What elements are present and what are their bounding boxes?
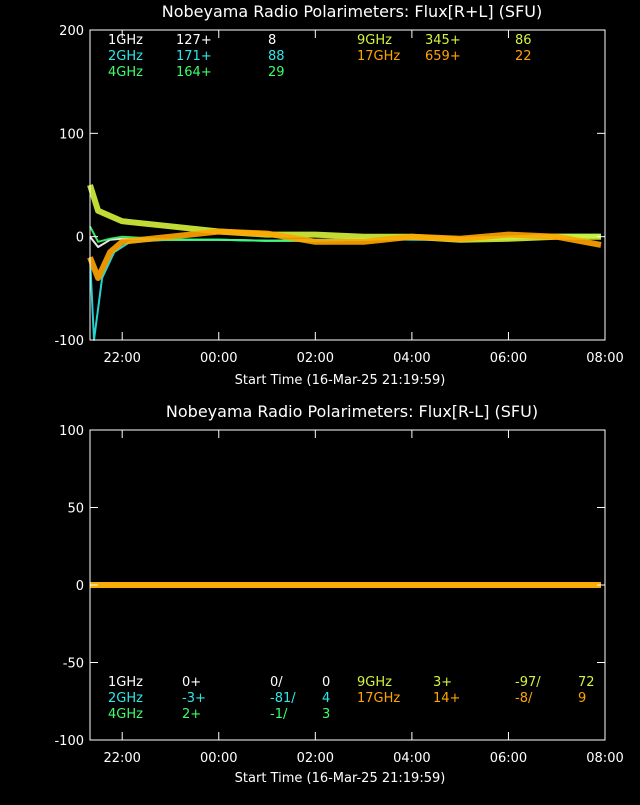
- x-tick-label: 00:00: [200, 751, 237, 766]
- legend-freq: 1GHz: [108, 675, 143, 690]
- chart-title: Nobeyama Radio Polarimeters: Flux[R+L] (…: [162, 2, 542, 21]
- panel-flux-rpl: Nobeyama Radio Polarimeters: Flux[R+L] (…: [54, 2, 623, 388]
- y-tick-label: 50: [67, 502, 84, 517]
- x-tick-label: 22:00: [103, 351, 140, 366]
- legend-base: 0+: [182, 675, 201, 690]
- legend-base: 659+: [425, 49, 461, 64]
- legend-base: 164+: [176, 65, 212, 80]
- legend-value2: 3: [322, 707, 330, 722]
- legend-freq: 17GHz: [357, 691, 400, 706]
- legend-value: -8/: [515, 691, 533, 706]
- x-axis-label: Start Time (16-Mar-25 21:19:59): [235, 771, 446, 786]
- y-tick-label: 0: [76, 231, 84, 246]
- legend-base: 2+: [182, 707, 201, 722]
- y-tick-label: 200: [59, 24, 84, 39]
- legend-base: 171+: [176, 49, 212, 64]
- legend-freq: 4GHz: [108, 707, 143, 722]
- legend-freq: 4GHz: [108, 65, 143, 80]
- legend-base: 345+: [425, 33, 461, 48]
- series-line-2ghz: [89, 233, 601, 341]
- x-axis-label: Start Time (16-Mar-25 21:19:59): [235, 373, 446, 388]
- legend-value: 0/: [270, 675, 283, 690]
- x-tick-label: 04:00: [393, 351, 430, 366]
- y-tick-label: 100: [59, 424, 84, 439]
- series-line-9ghz: [87, 184, 601, 243]
- legend-freq: 2GHz: [108, 691, 143, 706]
- legend-value: -1/: [270, 707, 288, 722]
- y-tick-label: -50: [63, 657, 84, 672]
- legend-freq: 1GHz: [108, 33, 143, 48]
- chart-title: Nobeyama Radio Polarimeters: Flux[R-L] (…: [166, 402, 538, 421]
- legend-freq: 9GHz: [357, 675, 392, 690]
- panel-flux-rml: Nobeyama Radio Polarimeters: Flux[R-L] (…: [54, 402, 623, 786]
- plot-frame: [89, 29, 606, 341]
- x-tick-label: 08:00: [586, 751, 623, 766]
- legend-freq: 17GHz: [357, 49, 400, 64]
- legend-base: 14+: [433, 691, 460, 706]
- x-tick-label: 22:00: [103, 751, 140, 766]
- x-tick-label: 02:00: [297, 751, 334, 766]
- legend-value: -97/: [515, 675, 541, 690]
- legend-value2: 4: [322, 691, 330, 706]
- legend-base: -3+: [182, 691, 206, 706]
- series-line-17ghz: [87, 228, 602, 281]
- x-tick-label: 02:00: [297, 351, 334, 366]
- legend-base: 127+: [176, 33, 212, 48]
- y-tick-label: 0: [76, 579, 84, 594]
- legend-value2: 0: [322, 675, 330, 690]
- legend-value: 88: [268, 49, 285, 64]
- legend-value: -81/: [270, 691, 296, 706]
- legend-value: 29: [268, 65, 285, 80]
- x-tick-label: 00:00: [200, 351, 237, 366]
- y-tick-label: -100: [54, 734, 84, 749]
- x-tick-label: 06:00: [490, 751, 527, 766]
- legend-value: 86: [515, 33, 532, 48]
- y-tick-label: 100: [59, 127, 84, 142]
- legend-value2: 9: [578, 691, 586, 706]
- legend-value: 22: [515, 49, 532, 64]
- legend-freq: 2GHz: [108, 49, 143, 64]
- x-tick-label: 06:00: [490, 351, 527, 366]
- x-tick-label: 08:00: [586, 351, 623, 366]
- legend-value: 8: [268, 33, 276, 48]
- legend-base: 3+: [433, 675, 452, 690]
- x-tick-label: 04:00: [393, 751, 430, 766]
- legend-value2: 72: [578, 675, 595, 690]
- y-tick-label: -100: [54, 334, 84, 349]
- legend-freq: 9GHz: [357, 33, 392, 48]
